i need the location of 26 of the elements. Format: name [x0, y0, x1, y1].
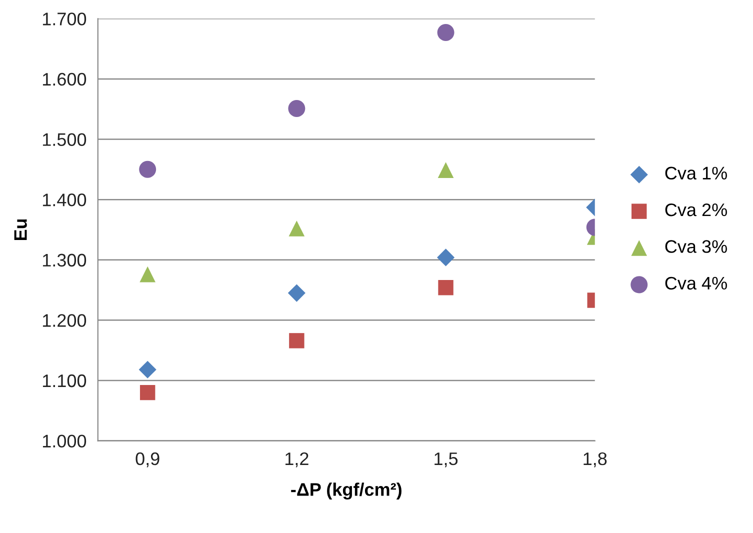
- point: [288, 100, 306, 118]
- y-tick-label: 1.300: [42, 254, 86, 267]
- point: [289, 333, 304, 348]
- y-tick-label: 1.100: [42, 374, 86, 388]
- y-tick-label: 1.200: [42, 314, 86, 327]
- y-tick-label: 1.500: [42, 133, 86, 146]
- point: [138, 360, 156, 378]
- y-tick-label: 1.400: [42, 194, 86, 206]
- x-tick-label: 1,5: [434, 452, 458, 468]
- point: [140, 384, 156, 400]
- x-tick-label: 0,9: [136, 452, 160, 468]
- point: [139, 160, 156, 178]
- legend-label: Cva 1%: [665, 166, 727, 180]
- point: [288, 284, 306, 302]
- y-axis-title: Eu: [14, 219, 27, 240]
- x-axis-title: -ΔP (kgf/cm²): [291, 482, 402, 500]
- legend-label: Cva 3%: [665, 240, 727, 253]
- y-tick-label: 1.000: [42, 434, 86, 448]
- point: [288, 220, 305, 236]
- x-tick-label: 1,8: [584, 452, 607, 468]
- y-tick-label: 1.600: [42, 72, 86, 86]
- x-tick-label: 1,2: [286, 452, 308, 468]
- point: [140, 266, 156, 282]
- legend-label: Cva 2%: [665, 203, 727, 216]
- legend-label: Cva 4%: [665, 276, 727, 290]
- y-tick-label: 1.700: [42, 12, 86, 26]
